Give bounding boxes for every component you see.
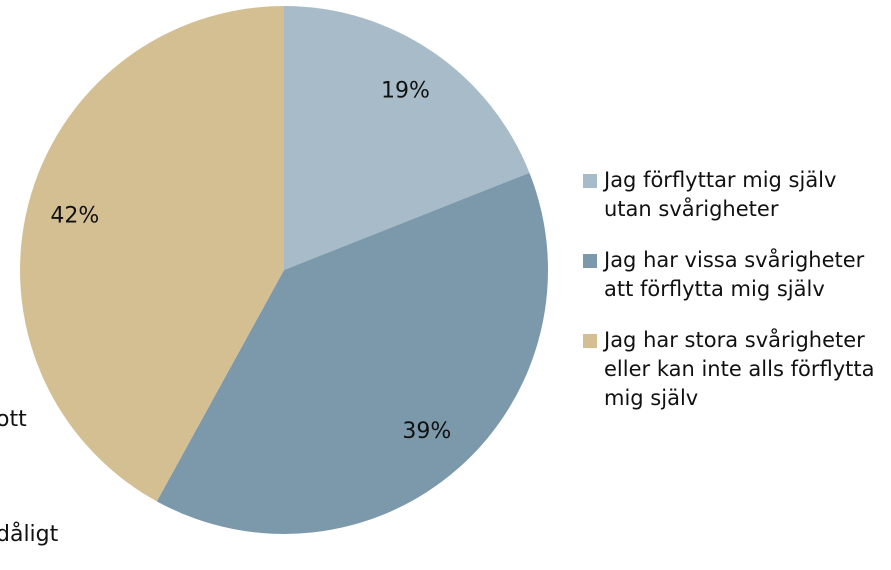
- pie-slice: [19, 6, 285, 502]
- pie-slice: [284, 6, 530, 270]
- annotation: ott: [0, 407, 27, 432]
- annotation: dåligt: [0, 521, 59, 547]
- legend-label: Jag har vissa svårigheter att förflytta …: [604, 248, 865, 301]
- legend-entry: Jag förflyttar mig själv utan svårighete…: [583, 166, 883, 224]
- pie-slice: [156, 172, 549, 535]
- legend-label: Jag förflyttar mig själv utan svårighete…: [604, 168, 837, 221]
- legend-entry: Jag har vissa svårigheter att förflytta …: [583, 246, 883, 304]
- data-label: 39%: [402, 419, 451, 444]
- legend-entry: Jag har stora svårigheter eller kan inte…: [583, 326, 883, 413]
- legend-swatch: [583, 174, 597, 188]
- data-label: 42%: [50, 203, 99, 228]
- legend: Jag förflyttar mig själv utan svårighete…: [583, 166, 883, 435]
- data-label: 19%: [381, 78, 430, 103]
- legend-swatch: [583, 334, 597, 348]
- legend-swatch: [583, 254, 597, 268]
- legend-label: Jag har stora svårigheter eller kan inte…: [604, 328, 875, 410]
